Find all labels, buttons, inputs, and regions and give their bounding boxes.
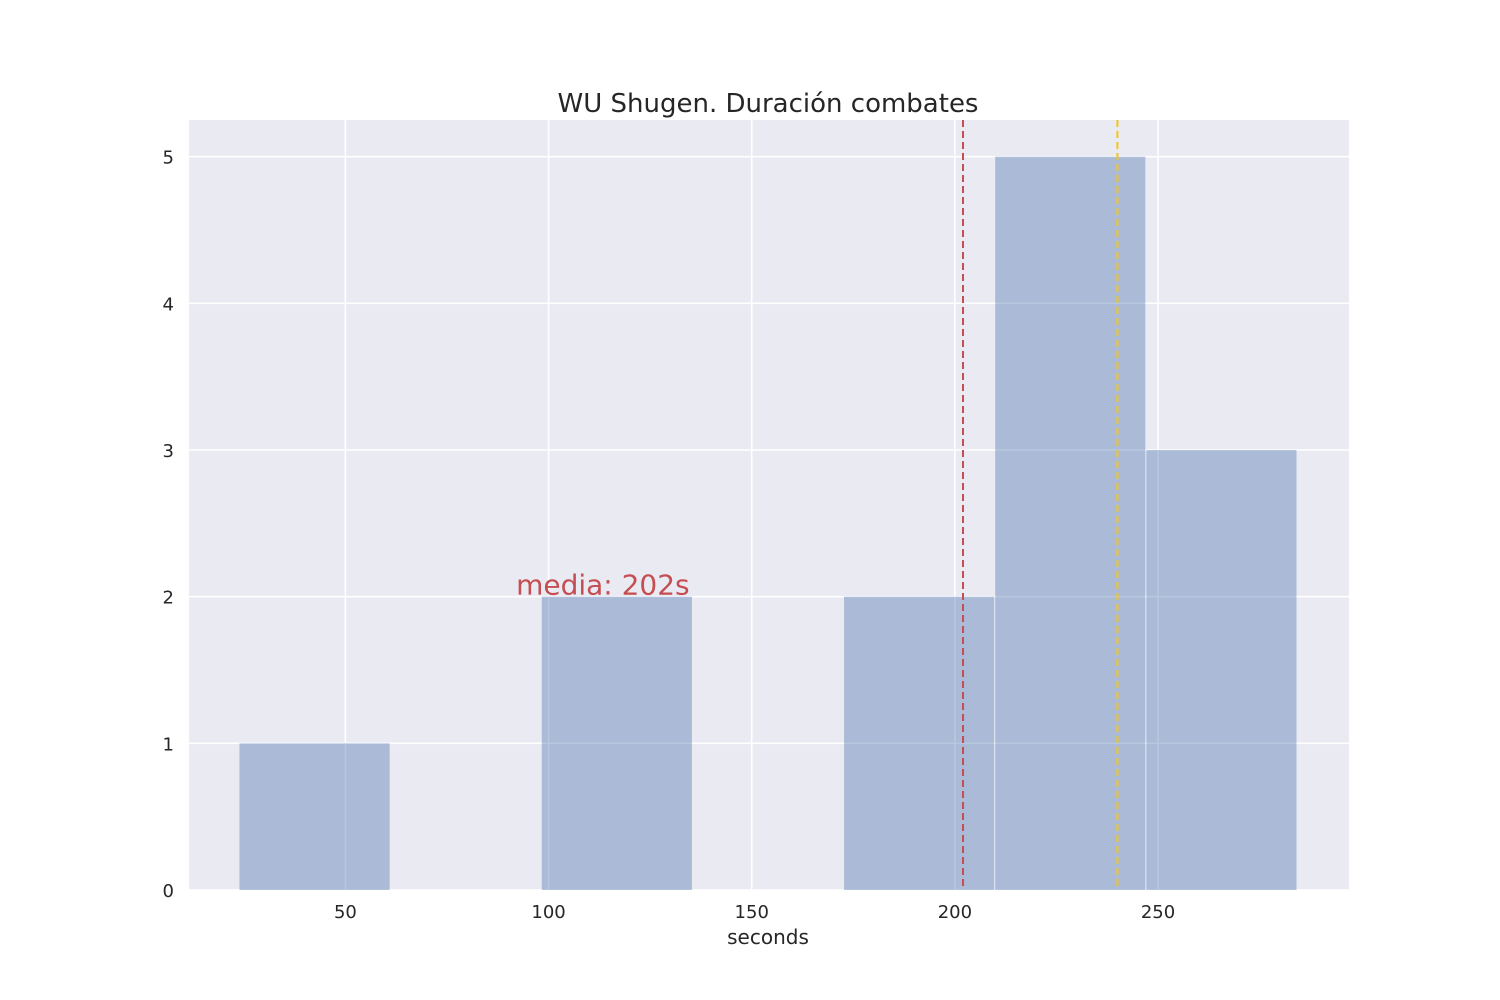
x-tick-label: 200 xyxy=(938,902,972,923)
histogram-bar xyxy=(844,596,995,890)
y-tick-label: 0 xyxy=(163,881,174,902)
y-tick-label: 5 xyxy=(163,148,174,169)
histogram-bar xyxy=(239,743,390,890)
annotations: media: 202s xyxy=(516,569,690,602)
x-axis-ticks: 50 100 150 200 250 xyxy=(334,902,1175,923)
y-tick-label: 3 xyxy=(163,441,174,462)
y-tick-label: 4 xyxy=(163,294,174,315)
x-tick-label: 50 xyxy=(334,902,357,923)
y-tick-label: 2 xyxy=(163,588,174,609)
y-tick-label: 1 xyxy=(163,734,174,755)
y-axis-ticks: 0 1 2 3 4 5 xyxy=(163,148,174,902)
plot-background xyxy=(189,120,1349,890)
histogram-bar xyxy=(541,596,692,890)
mean-annotation: media: 202s xyxy=(516,569,690,602)
grid-lines xyxy=(189,120,1349,891)
x-axis-label: seconds xyxy=(727,925,809,949)
chart-title: WU Shugen. Duración combates xyxy=(558,89,979,119)
histogram-bars xyxy=(239,156,1297,890)
x-tick-label: 250 xyxy=(1141,902,1175,923)
x-tick-label: 150 xyxy=(735,902,769,923)
reference-lines xyxy=(962,120,1119,890)
histogram-bar xyxy=(995,156,1146,890)
x-tick-label: 100 xyxy=(531,902,565,923)
histogram-bar xyxy=(1146,450,1297,890)
